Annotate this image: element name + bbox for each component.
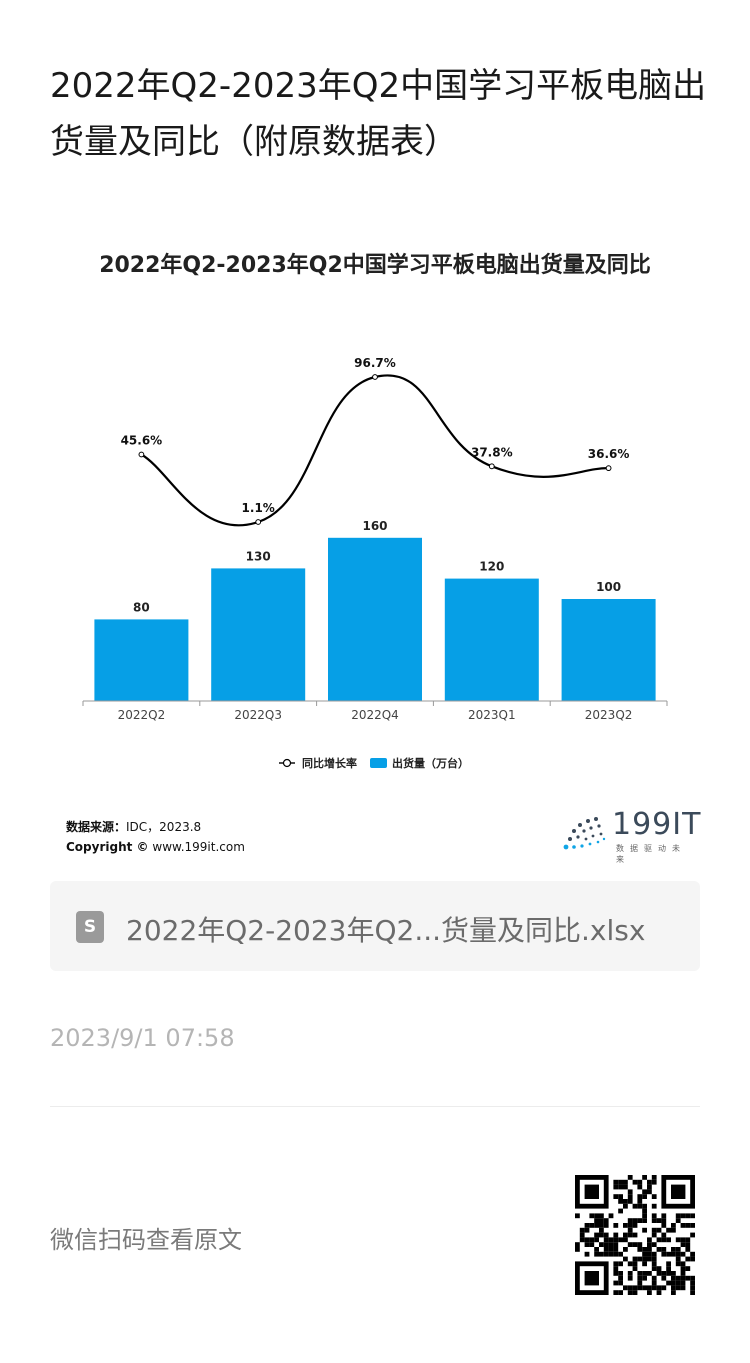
- bar-2023Q1: [444, 578, 539, 701]
- copyright-text: www.199it.com: [152, 840, 245, 854]
- divider: [50, 1106, 700, 1107]
- x-tick-label: 2023Q2: [585, 708, 633, 722]
- growth-rate-label: 36.6%: [588, 447, 630, 461]
- bar-label: 120: [479, 560, 504, 574]
- chart-card: 80 130 160 120 100 45.6% 1.1% 96.7% 37.8% 36.6% …: [50, 225, 700, 865]
- chart-title: 2022年Q2-2023年Q2中国学习平板电脑出货量及同比: [99, 253, 651, 278]
- x-tick-label: 2022Q2: [118, 708, 166, 722]
- bar-2022Q4: [328, 537, 422, 701]
- source-text: IDC，2023.8: [126, 820, 202, 834]
- legend-bar-label: 出货量（万台）: [392, 756, 469, 770]
- growth-rate-point: [372, 374, 378, 380]
- bar-label: 130: [246, 549, 271, 563]
- bar-2023Q2: [561, 599, 656, 701]
- growth-rate-label: 45.6%: [121, 434, 163, 448]
- bar-label: 160: [362, 519, 387, 533]
- growth-rate-point: [605, 465, 612, 472]
- growth-rate-point: [138, 451, 145, 458]
- bar-2022Q2: [94, 619, 189, 701]
- spreadsheet-file-icon: S: [76, 911, 104, 943]
- legend-line-label: 同比增长率: [302, 756, 357, 770]
- copyright-label: Copyright ©: [66, 840, 149, 854]
- growth-rate-point: [255, 519, 262, 525]
- attachment-file-name: 2022年Q2-2023年Q2...货量及同比.xlsx: [126, 914, 646, 947]
- brand-logo: 199IT 数据驱动未来: [560, 807, 700, 864]
- growth-rate-label: 1.1%: [242, 501, 275, 515]
- x-tick-label: 2023Q1: [468, 708, 516, 722]
- bar-label: 100: [596, 580, 621, 594]
- qr-caption: 微信扫码查看原文: [50, 1226, 242, 1254]
- growth-rate-point: [488, 463, 495, 470]
- x-tick-label: 2022Q3: [234, 708, 282, 722]
- data-source: 数据来源：IDC，2023.8 Copyright © www.199it.co…: [66, 817, 245, 857]
- logo-text: 199IT: [612, 807, 702, 842]
- publish-timestamp: 2023/9/1 07:58: [50, 1024, 235, 1052]
- attachment-file[interactable]: S 2022年Q2-2023年Q2...货量及同比.xlsx: [50, 881, 700, 971]
- article-title: 2022年Q2-2023年Q2中国学习平板电脑出货量及同比（附原数据表）: [50, 66, 707, 162]
- legend-bar-swatch: [370, 758, 387, 768]
- logo-mark-icon: [563, 817, 606, 850]
- x-tick-label: 2022Q4: [351, 708, 399, 722]
- source-label: 数据来源：: [66, 820, 127, 834]
- qr-code-icon[interactable]: [575, 1175, 695, 1295]
- bar-2022Q3: [211, 568, 306, 701]
- growth-rate-line: [140, 374, 609, 527]
- growth-rate-label: 37.8%: [471, 445, 513, 459]
- bar-label: 80: [133, 600, 150, 614]
- legend-marker-icon: [282, 758, 292, 768]
- growth-rate-label: 96.7%: [354, 356, 396, 370]
- logo-subtitle: 数据驱动未来: [616, 844, 686, 864]
